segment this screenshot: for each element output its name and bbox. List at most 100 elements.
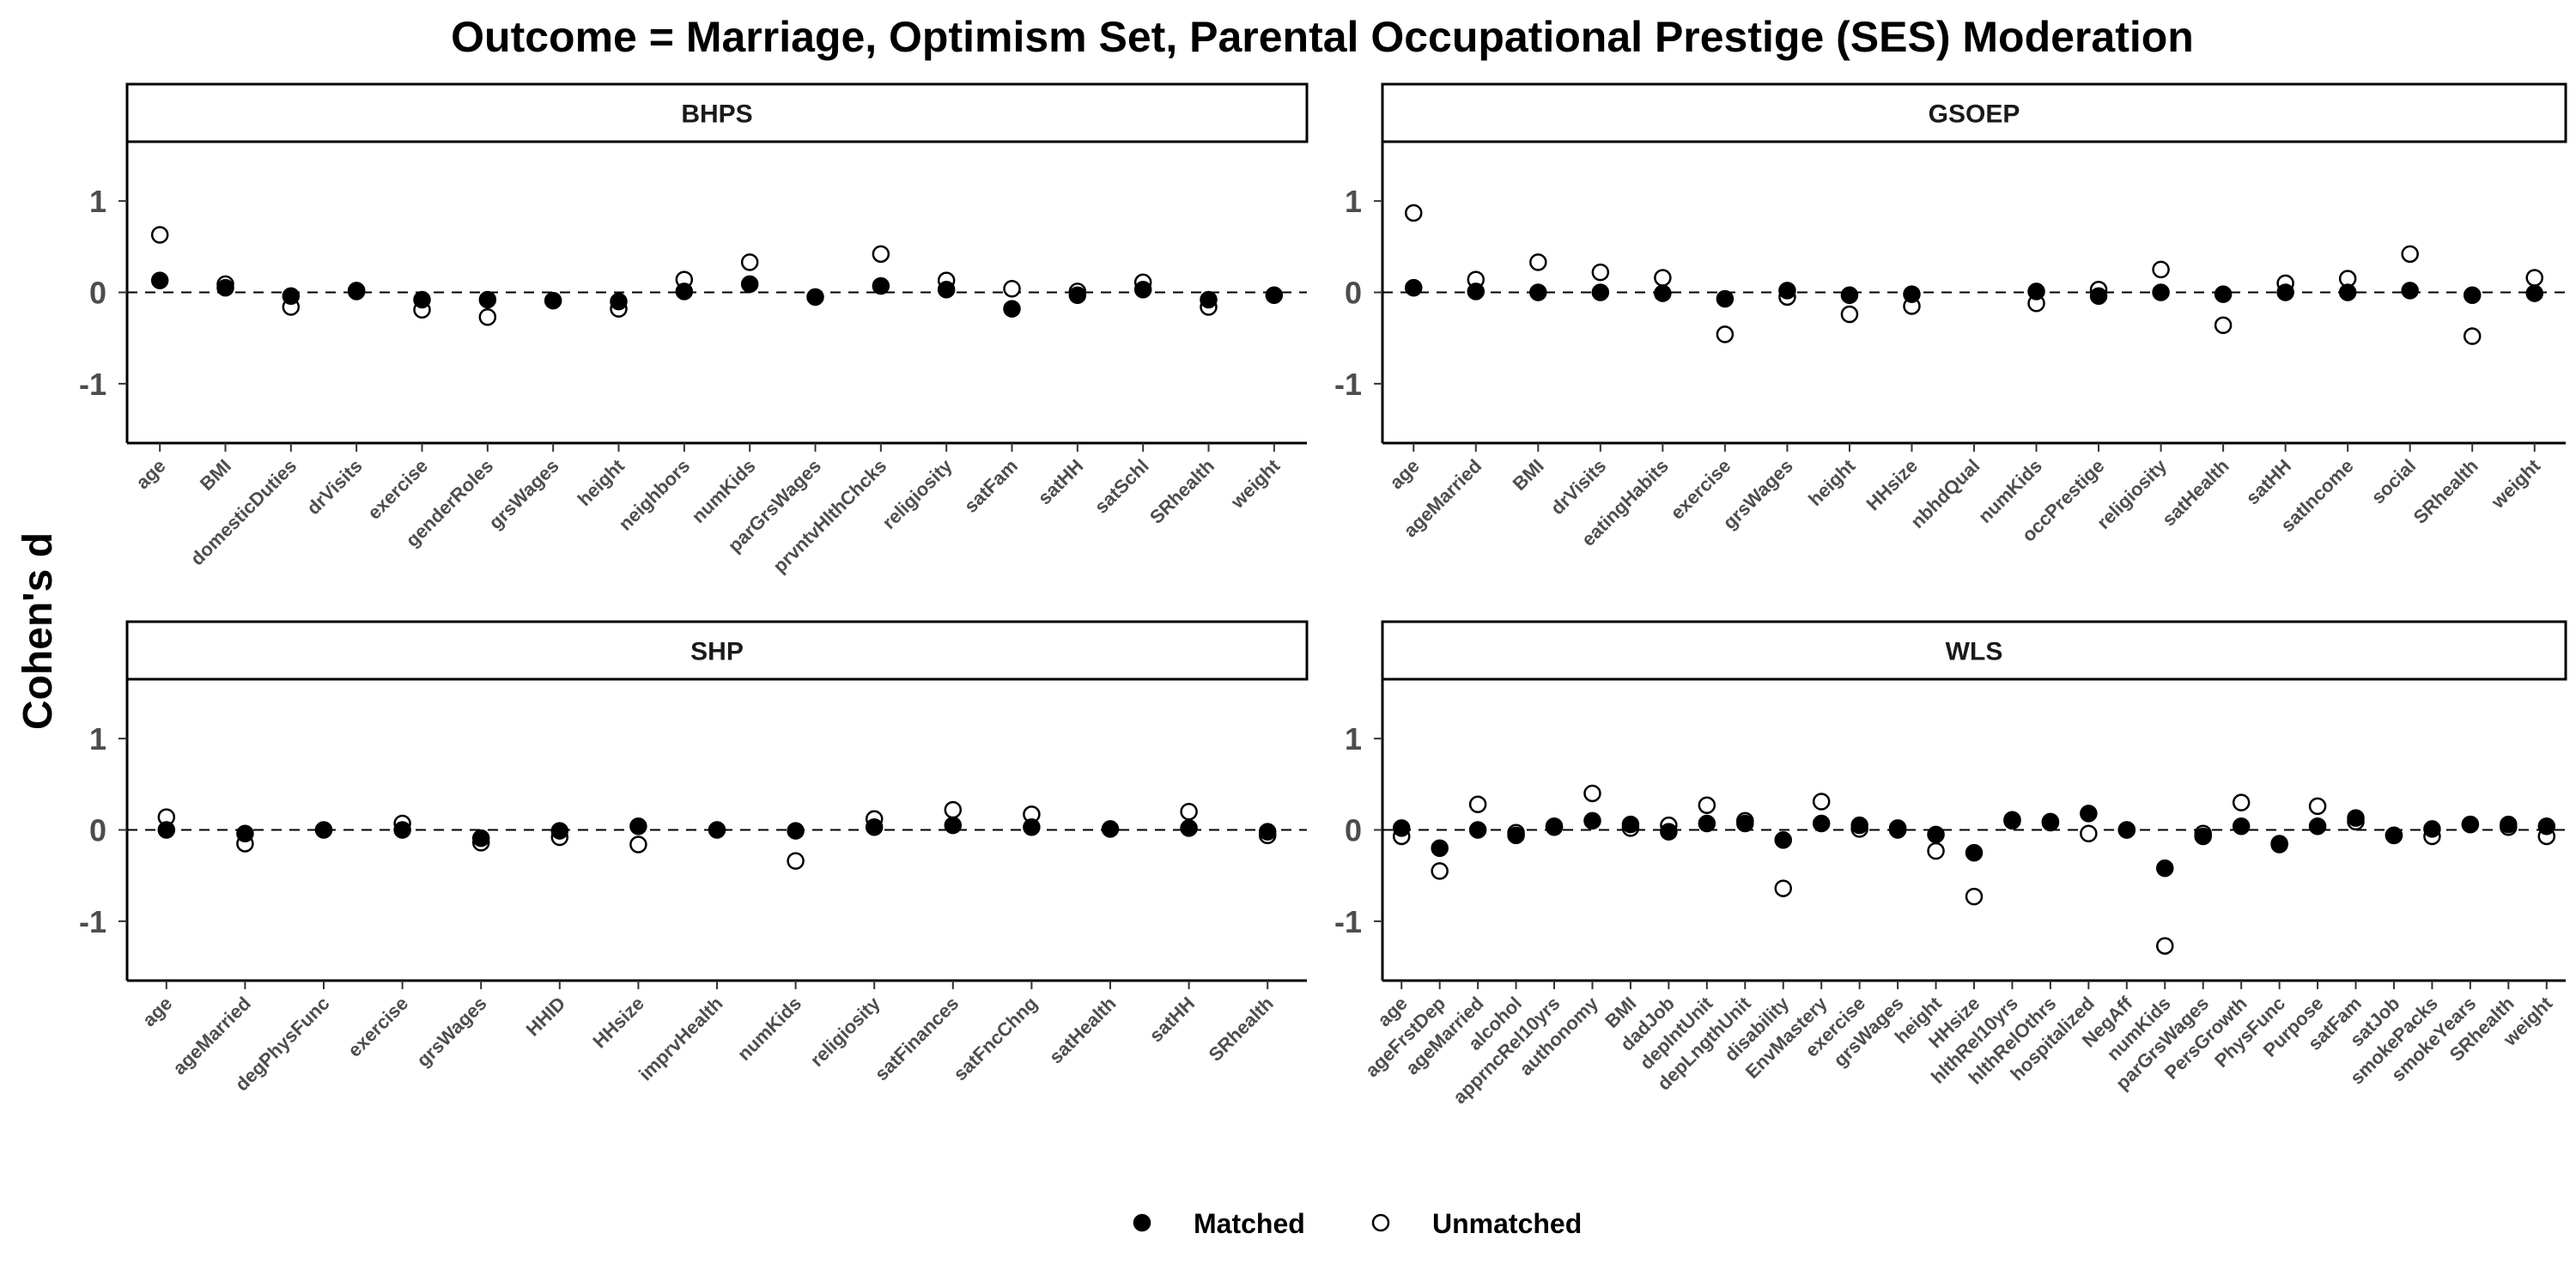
point-matched: [675, 283, 694, 301]
y-tick-label: -1: [1334, 367, 1362, 402]
point-matched: [550, 822, 569, 840]
point-matched: [1068, 286, 1087, 304]
legend: Matched Unmatched: [1133, 1208, 1582, 1239]
x-tick-label: drVisits: [302, 455, 366, 519]
point-matched: [1888, 819, 1907, 837]
point-unmatched: [2232, 793, 2251, 811]
x-tick-label: grsWages: [412, 993, 490, 1071]
point-matched: [1903, 285, 1921, 303]
point-matched: [1180, 819, 1198, 837]
y-tick-label: 0: [89, 813, 106, 848]
y-axis-title: Cohen's d: [15, 532, 61, 730]
point-matched: [1778, 282, 1796, 300]
panel-strip: [125, 82, 1309, 143]
x-tick-label: prvntvHlthChcks: [769, 455, 890, 577]
point-matched: [2089, 287, 2108, 306]
point-matched: [1660, 823, 1678, 841]
point-matched: [2525, 284, 2543, 302]
legend-label-matched: Matched: [1194, 1208, 1305, 1239]
point-matched: [471, 829, 490, 848]
point-matched: [2276, 283, 2294, 301]
point-unmatched: [787, 852, 805, 870]
point-unmatched: [2401, 245, 2419, 264]
point-unmatched: [1529, 253, 1547, 271]
point-matched: [2117, 821, 2136, 839]
point-matched: [2385, 826, 2403, 845]
x-tick-label: satHH: [1145, 993, 1200, 1047]
panel-strip: [1381, 620, 2567, 681]
y-tick-label: 0: [1345, 276, 1362, 311]
x-tick-label: height: [1804, 454, 1860, 510]
point-unmatched: [1654, 269, 1672, 287]
x-tick-label: grsWages: [484, 455, 562, 533]
panel-strip-label: GSOEP: [1929, 100, 2020, 129]
x-tick-label: HHID: [522, 993, 570, 1041]
point-matched: [629, 817, 647, 835]
point-unmatched: [944, 800, 963, 819]
point-matched: [1133, 281, 1152, 299]
point-unmatched: [2214, 316, 2233, 335]
point-matched: [944, 816, 963, 835]
point-unmatched: [1468, 795, 1487, 813]
x-tick-label: SRhealth: [1145, 455, 1218, 528]
point-matched: [544, 291, 562, 310]
point-matched: [1736, 814, 1754, 833]
point-matched: [1258, 823, 1277, 841]
point-unmatched: [478, 307, 497, 326]
point-unmatched: [1583, 784, 1601, 803]
point-matched: [708, 821, 726, 839]
panel-strip-label: BHPS: [681, 100, 752, 129]
point-matched: [1265, 286, 1284, 304]
point-matched: [1468, 821, 1487, 839]
point-unmatched: [2156, 937, 2174, 955]
x-tick-label: age: [131, 455, 169, 493]
point-matched: [1621, 815, 1640, 834]
panel-strip: [1381, 82, 2567, 143]
x-tick-label: age: [138, 993, 176, 1030]
point-matched: [1698, 814, 1716, 833]
point-matched: [2500, 815, 2518, 834]
point-matched: [1101, 820, 1120, 838]
legend-marker-unmatched: [1371, 1213, 1390, 1232]
point-matched: [1431, 839, 1449, 858]
point-matched: [216, 278, 234, 297]
chart-title: Outcome = Marriage, Optimism Set, Parent…: [451, 13, 2194, 61]
x-tick-label: satFncChng: [949, 993, 1042, 1085]
x-tick-label: drVisits: [1546, 455, 1610, 519]
x-tick-label: ageMarried: [168, 993, 255, 1079]
point-matched: [1927, 825, 1945, 844]
point-matched: [2401, 282, 2419, 300]
point-unmatched: [872, 245, 890, 264]
point-matched: [610, 292, 628, 311]
point-matched: [1716, 289, 1735, 308]
point-matched: [478, 290, 497, 309]
point-matched: [1850, 816, 1868, 835]
point-matched: [393, 821, 411, 839]
point-matched: [1507, 826, 1525, 845]
panel-strip-label: SHP: [690, 638, 744, 666]
panel-wls: WLS-101ageageFrstDepageMarriedalcoholapp…: [1334, 620, 2567, 1108]
point-matched: [740, 275, 759, 294]
point-matched: [787, 822, 805, 840]
x-tick-label: numKids: [733, 993, 805, 1065]
point-matched: [1529, 283, 1547, 301]
point-unmatched: [1698, 796, 1716, 815]
point-matched: [282, 287, 301, 306]
point-matched: [2347, 809, 2365, 827]
point-matched: [2308, 817, 2327, 835]
x-tick-label: exercise: [363, 455, 432, 524]
x-tick-label: age: [1385, 455, 1423, 493]
y-tick-label: 1: [1345, 721, 1362, 756]
point-unmatched: [150, 226, 169, 244]
point-matched: [937, 281, 956, 299]
x-tick-label: HHsize: [1862, 455, 1922, 515]
point-unmatched: [1003, 279, 1021, 298]
x-tick-label: neighbors: [614, 455, 694, 535]
point-matched: [2041, 813, 2060, 832]
point-matched: [1003, 300, 1021, 318]
point-matched: [236, 824, 254, 843]
point-unmatched: [1840, 305, 1859, 324]
y-tick-label: 0: [89, 276, 106, 311]
point-matched: [1812, 814, 1831, 833]
